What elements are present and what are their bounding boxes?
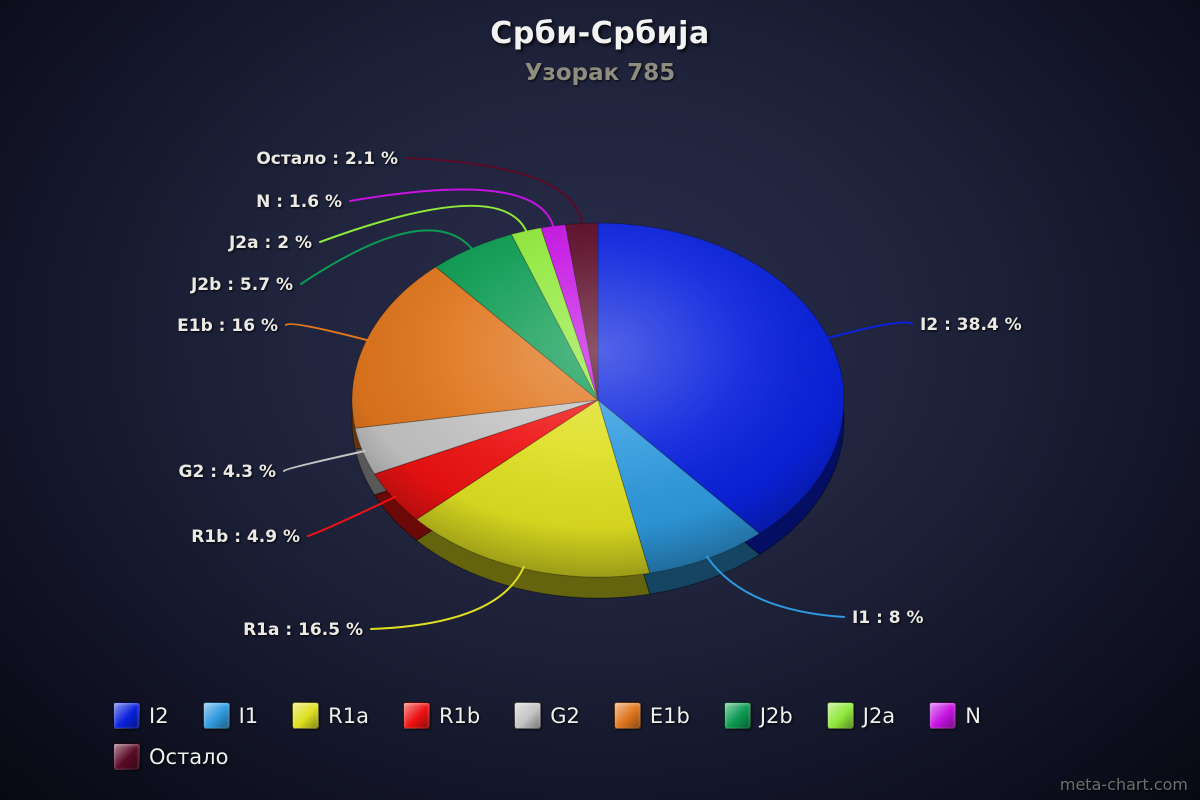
legend-item-J2a: J2a xyxy=(826,702,896,729)
chart-subtitle: Узорак 785 xyxy=(524,60,676,86)
slice-annotation-E1b: E1b : 16 % xyxy=(177,316,278,336)
legend-item-G2: G2 xyxy=(514,702,580,729)
legend-label-J2b: J2b xyxy=(759,703,793,728)
leader-line-E1b xyxy=(285,323,370,342)
slice-annotation-J2b: J2b : 5.7 % xyxy=(190,275,293,295)
legend-label-G2: G2 xyxy=(550,703,580,728)
legend-label-I1: I1 xyxy=(238,703,259,728)
leader-line-G2 xyxy=(283,450,366,472)
watermark: meta-chart.com xyxy=(1059,775,1188,794)
legend-label-Остало: Остало xyxy=(149,744,229,769)
legend-swatch-E1b xyxy=(613,702,641,729)
legend-item-J2b: J2b xyxy=(723,702,793,729)
slice-annotation-N: N : 1.6 % xyxy=(256,192,342,212)
slice-labels-layer: I2 : 38.4 % I1 : 8 % R1a : 16.5 % R1b : 4.9… xyxy=(177,149,1022,640)
legend-item-I1: I1 xyxy=(202,702,259,729)
leader-line-Остало xyxy=(405,157,583,227)
pie-sheen-layer xyxy=(352,223,844,577)
legend-label-R1a: R1a xyxy=(328,703,369,728)
slice-annotation-R1a: R1a : 16.5 % xyxy=(243,620,363,640)
legend-swatch-R1a xyxy=(292,702,320,729)
legend-label-E1b: E1b xyxy=(649,703,690,728)
legend-swatch-Остало xyxy=(113,743,140,770)
legend-swatch-R1b xyxy=(402,702,430,729)
legend-label-N: N xyxy=(965,703,981,728)
legend: I2 I1 R1a R1b G2 E1b J2b J2a N Остало xyxy=(113,702,1133,770)
legend-item-I2: I2 xyxy=(113,702,169,729)
leader-line-N xyxy=(349,188,555,229)
chart-title: Срби-Србија xyxy=(490,16,710,51)
leader-line-R1b xyxy=(307,495,397,537)
legend-swatch-J2b xyxy=(723,702,751,729)
leader-line-I1 xyxy=(706,555,845,618)
slice-annotation-I1: I1 : 8 % xyxy=(852,608,924,628)
legend-swatch-I1 xyxy=(202,702,230,729)
legend-item-R1a: R1a xyxy=(292,702,369,729)
slice-annotation-G2: G2 : 4.3 % xyxy=(179,462,276,482)
slice-annotation-Остало: Остало : 2.1 % xyxy=(256,149,398,169)
leader-lines-layer xyxy=(283,157,913,630)
legend-swatch-I2 xyxy=(113,702,140,729)
legend-swatch-N xyxy=(929,702,957,729)
legend-item-N: N xyxy=(929,702,981,729)
leader-line-R1a xyxy=(370,565,525,630)
slice-annotation-R1b: R1b : 4.9 % xyxy=(191,527,300,547)
legend-label-I2: I2 xyxy=(149,703,169,728)
leader-line-J2b xyxy=(300,229,474,285)
legend-swatch-G2 xyxy=(514,702,542,729)
slice-annotation-I2: I2 : 38.4 % xyxy=(920,315,1022,335)
pie-sheen-overlay xyxy=(352,223,844,577)
leader-line-I2 xyxy=(825,321,913,340)
legend-label-J2a: J2a xyxy=(862,703,896,728)
legend-label-R1b: R1b xyxy=(438,703,481,728)
legend-item-R1b: R1b xyxy=(402,702,481,729)
legend-item-E1b: E1b xyxy=(613,702,690,729)
slice-annotation-J2a: J2a : 2 % xyxy=(228,233,312,253)
legend-swatch-J2a xyxy=(826,702,854,729)
legend-item-Остало: Остало xyxy=(113,743,228,770)
leader-line-J2a xyxy=(319,204,528,243)
